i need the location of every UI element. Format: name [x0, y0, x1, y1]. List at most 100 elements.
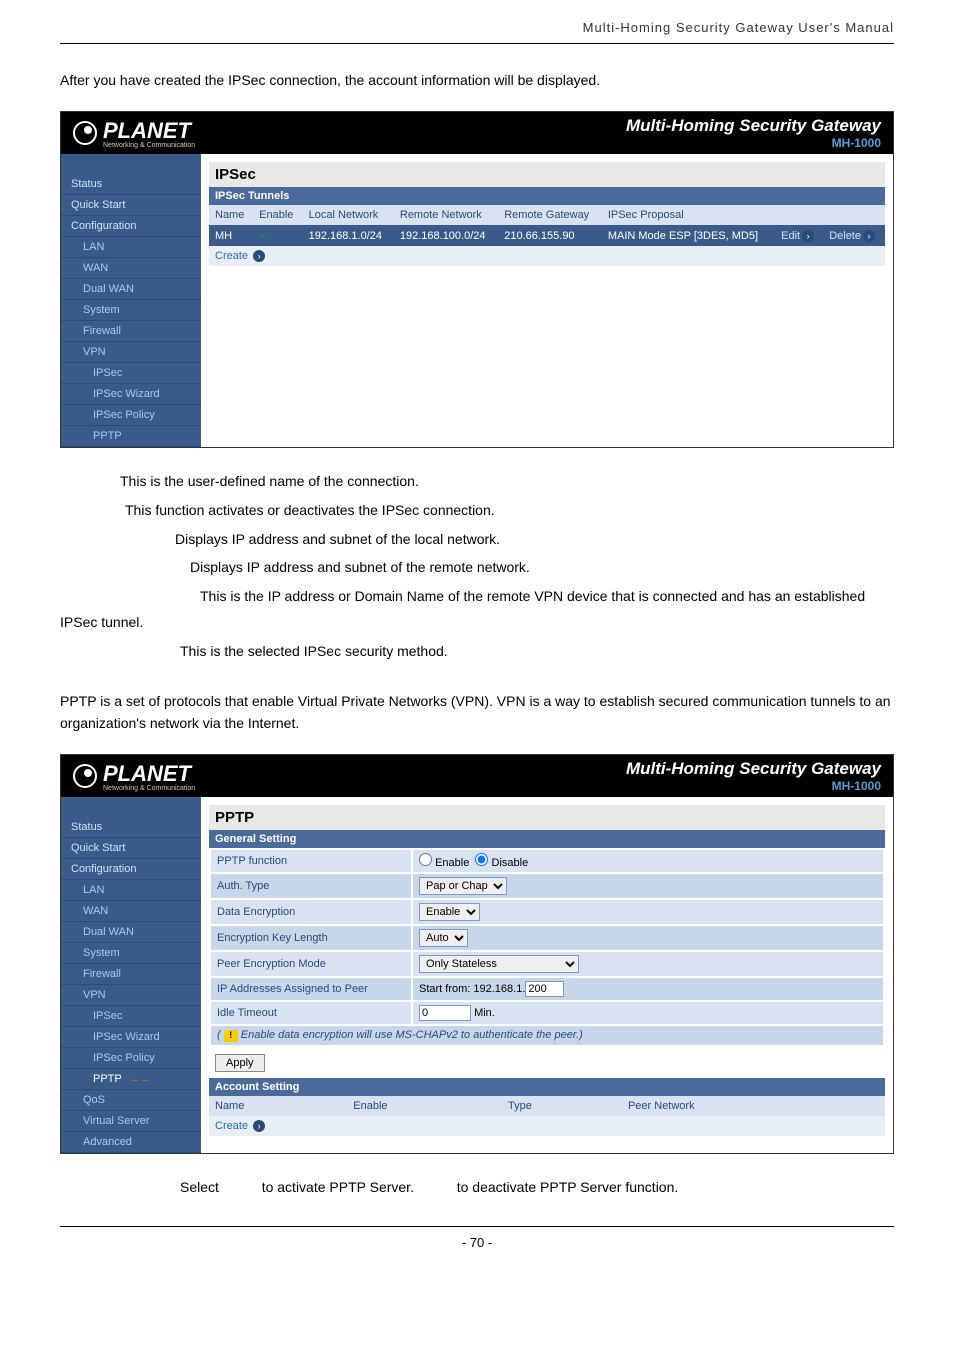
desc-enable: This function activates or deactivates t… [60, 497, 894, 524]
cell-edit: Edit› [775, 225, 823, 246]
logo-text: PLANET [103, 118, 195, 144]
desc-remote-gw: This is the IP address or Domain Name of… [60, 583, 894, 636]
sidebar-item-quickstart[interactable]: Quick Start [61, 838, 201, 859]
col-name: Name [209, 1096, 347, 1116]
edit-button[interactable]: Edit› [781, 230, 814, 242]
col-remote-gw: Remote Gateway [498, 205, 602, 225]
label-pptp-func: PPTP function [211, 850, 411, 872]
sidebar-item-configuration[interactable]: Configuration [61, 216, 201, 237]
page-header: Multi-Homing Security Gateway User's Man… [60, 0, 894, 44]
sidebar-item-vpn[interactable]: VPN [61, 985, 201, 1006]
router-header: PLANET Networking & Communication Multi-… [61, 755, 893, 797]
header-model: MH-1000 [626, 136, 881, 150]
warn-row: ( ! Enable data encryption will use MS-C… [211, 1026, 883, 1045]
router-screenshot-pptp: PLANET Networking & Communication Multi-… [60, 754, 894, 1154]
pptp-intro: PPTP is a set of protocols that enable V… [60, 690, 894, 735]
create-link[interactable]: Create › [215, 1120, 265, 1132]
create-link[interactable]: Create › [215, 250, 265, 262]
sidebar-item-wan[interactable]: WAN [61, 258, 201, 279]
apply-button[interactable]: Apply [215, 1054, 265, 1072]
value-pptp-func: Enable Disable [413, 850, 883, 872]
sidebar-item-ipsecwizard[interactable]: IPSec Wizard [61, 1027, 201, 1048]
sidebar-item-virtualserver[interactable]: Virtual Server [61, 1111, 201, 1132]
sidebar-item-qos[interactable]: QoS [61, 1090, 201, 1111]
ipsec-descriptions: This is the user-defined name of the con… [60, 468, 894, 664]
sidebar-item-ipsecwizard[interactable]: IPSec Wizard [61, 384, 201, 405]
page-number: - 70 - [60, 1226, 894, 1250]
value-ipassign: Start from: 192.168.1. [413, 978, 883, 1000]
delete-button[interactable]: Delete› [829, 230, 875, 242]
general-setting-title: General Setting [209, 830, 885, 848]
header-model: MH-1000 [626, 779, 881, 793]
chevron-icon: › [253, 250, 265, 262]
sidebar-item-vpn[interactable]: VPN [61, 342, 201, 363]
label-idle: Idle Timeout [211, 1002, 411, 1024]
pptp-descriptions: Select to activate PPTP Server. to deact… [60, 1174, 894, 1201]
input-idle[interactable] [419, 1005, 471, 1021]
col-enable: Enable [347, 1096, 502, 1116]
sidebar-item-wan[interactable]: WAN [61, 901, 201, 922]
col-edit [775, 205, 823, 225]
logo-subtext: Networking & Communication [103, 785, 195, 792]
label-keylen: Encryption Key Length [211, 926, 411, 950]
cell-remote-net: 192.168.100.0/24 [394, 225, 498, 246]
sidebar-item-advanced[interactable]: Advanced [61, 1132, 201, 1153]
logo-icon [73, 764, 97, 788]
radio-disable[interactable] [475, 853, 488, 866]
sidebar-item-dualwan[interactable]: Dual WAN [61, 922, 201, 943]
col-name: Name [209, 205, 253, 225]
cell-delete: Delete› [823, 225, 885, 246]
label-ipassign: IP Addresses Assigned to Peer [211, 978, 411, 1000]
logo-text: PLANET [103, 761, 195, 787]
chevron-icon: › [253, 1120, 265, 1132]
logo: PLANET Networking & Communication [73, 118, 195, 149]
desc-local: Displays IP address and subnet of the lo… [60, 526, 894, 553]
create-row: Create › [209, 1116, 885, 1136]
select-dataenc[interactable]: Enable [419, 903, 480, 921]
sidebar-item-ipsec[interactable]: IPSec [61, 363, 201, 384]
desc-pptp: Select to activate PPTP Server. to deact… [60, 1174, 894, 1201]
radio-enable[interactable] [419, 853, 432, 866]
content-area: PPTP General Setting PPTP function Enabl… [201, 797, 893, 1153]
cell-proposal: MAIN Mode ESP [3DES, MD5] [602, 225, 775, 246]
section-title: PPTP [209, 805, 885, 830]
content-area: IPSec IPSec Tunnels Name Enable Local Ne… [201, 154, 893, 447]
sidebar-item-pptp[interactable]: PPTP [61, 426, 201, 447]
sidebar-item-firewall[interactable]: Firewall [61, 321, 201, 342]
sidebar-item-lan[interactable]: LAN [61, 880, 201, 901]
section-title: IPSec [209, 162, 885, 187]
sidebar-item-system[interactable]: System [61, 943, 201, 964]
col-local: Local Network [303, 205, 394, 225]
input-ipassign[interactable] [525, 981, 564, 997]
sidebar-item-configuration[interactable]: Configuration [61, 859, 201, 880]
sidebar-item-pptp[interactable]: PPTP←← [61, 1069, 201, 1090]
router-header: PLANET Networking & Communication Multi-… [61, 112, 893, 154]
sidebar-item-ipsecpolicy[interactable]: IPSec Policy [61, 405, 201, 426]
col-remote-net: Remote Network [394, 205, 498, 225]
desc-remote-net: Displays IP address and subnet of the re… [60, 554, 894, 581]
sidebar-item-firewall[interactable]: Firewall [61, 964, 201, 985]
sidebar-item-quickstart[interactable]: Quick Start [61, 195, 201, 216]
logo-icon [73, 121, 97, 145]
sidebar-item-ipsecpolicy[interactable]: IPSec Policy [61, 1048, 201, 1069]
sidebar-item-ipsec[interactable]: IPSec [61, 1006, 201, 1027]
cell-remote-gw: 210.66.155.90 [498, 225, 602, 246]
cell-local: 192.168.1.0/24 [303, 225, 394, 246]
chevron-icon: › [802, 230, 814, 242]
table-row: MH ✓ 192.168.1.0/24 192.168.100.0/24 210… [209, 225, 885, 246]
cell-name: MH [209, 225, 253, 246]
sidebar-item-lan[interactable]: LAN [61, 237, 201, 258]
sidebar-item-system[interactable]: System [61, 300, 201, 321]
select-keylen[interactable]: Auto [419, 929, 468, 947]
select-peermode[interactable]: Only Stateless [419, 955, 579, 973]
logo-subtext: Networking & Communication [103, 142, 195, 149]
sidebar-item-status[interactable]: Status [61, 817, 201, 838]
subsection-title: IPSec Tunnels [209, 187, 885, 205]
sidebar-item-dualwan[interactable]: Dual WAN [61, 279, 201, 300]
header-title: Multi-Homing Security Gateway [626, 116, 881, 136]
desc-name: This is the user-defined name of the con… [60, 468, 894, 495]
sidebar: Status Quick Start Configuration LAN WAN… [61, 154, 201, 447]
desc-proposal: This is the selected IPSec security meth… [60, 638, 894, 665]
select-auth[interactable]: Pap or Chap [419, 877, 507, 895]
sidebar-item-status[interactable]: Status [61, 174, 201, 195]
